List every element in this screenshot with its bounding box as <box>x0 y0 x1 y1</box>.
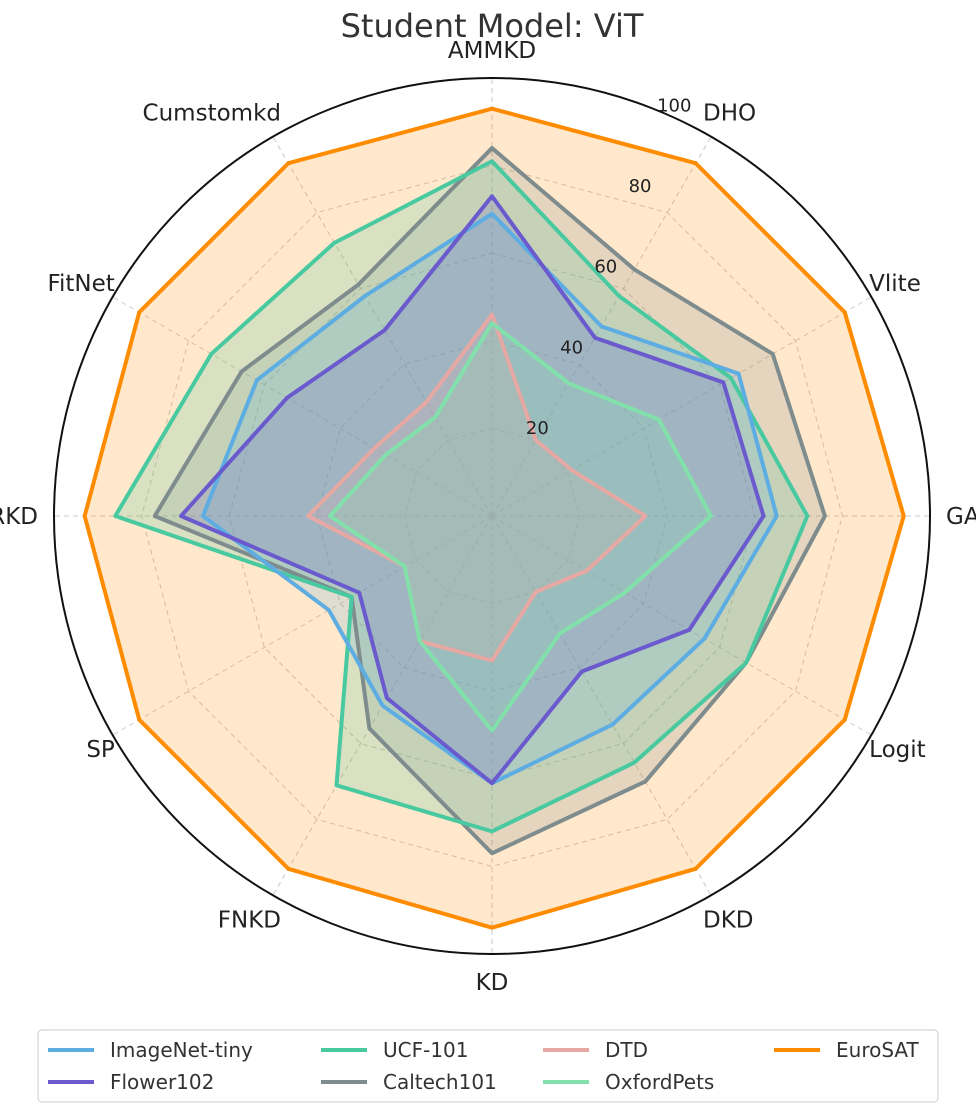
spoke-cumstomkd <box>272 136 493 517</box>
axis-label-logit: Logit <box>869 737 926 763</box>
spoke-fitnet <box>112 296 493 517</box>
r-tick-40: 40 <box>560 337 583 358</box>
legend-label-imagenet-tiny: ImageNet-tiny <box>110 1038 253 1062</box>
r-tick-20: 20 <box>526 418 549 439</box>
r-tick-60: 60 <box>594 257 617 278</box>
spoke-vlite <box>491 296 872 517</box>
axis-label-fitnet: FitNet <box>47 271 114 297</box>
series-line-caltech101 <box>152 146 827 856</box>
series-line-ucf-101 <box>113 159 810 834</box>
axis-label-ga: GA <box>946 504 976 530</box>
spoke-sp <box>112 515 493 736</box>
legend-label-dtd: DTD <box>605 1038 648 1062</box>
axis-label-dkd: DKD <box>703 908 754 934</box>
legend-label-ucf-101: UCF-101 <box>383 1038 469 1062</box>
axis-label-kd: KD <box>476 970 509 996</box>
grid <box>54 78 930 954</box>
series-fill-flower102 <box>181 196 764 784</box>
grid-ring-20 <box>403 427 581 605</box>
series-fill-dtd <box>308 314 646 661</box>
legend: ImageNet-tiny UCF-101 DTD EuroSAT Flower102 C… <box>37 1029 939 1103</box>
legend-label-flower102: Flower102 <box>110 1070 214 1094</box>
axis-label-dho: DHO <box>703 100 756 126</box>
axis-label-rkd: RKD <box>0 504 38 530</box>
outer-frame <box>53 77 931 955</box>
axis-label-cumstomkd: Cumstomkd <box>143 100 281 126</box>
series-fill-eurosat <box>84 108 904 928</box>
series-line-eurosat <box>82 106 906 930</box>
series-line-dtd <box>306 312 648 663</box>
spoke-logit <box>491 515 872 736</box>
grid-ring-80 <box>141 165 843 867</box>
axis-label-fnkd: FNKD <box>218 908 281 934</box>
axis-label-sp: SP <box>86 737 115 763</box>
legend-label-caltech101: Caltech101 <box>383 1070 497 1094</box>
legend-label-oxfordpets: OxfordPets <box>605 1070 714 1094</box>
axis-label-vlite: Vlite <box>869 271 921 297</box>
series-line-flower102 <box>179 194 766 786</box>
axis-label-ammkd: AMMKD <box>448 38 536 64</box>
axis-labels: AMMKD DHO Vlite GA Logit DKD KD FNKD SP RKD FitNet… <box>0 38 976 996</box>
series-fill-ucf-101 <box>115 161 808 832</box>
spoke-dkd <box>491 515 712 896</box>
chart-title: Student Model: ViT <box>341 7 644 45</box>
series-group <box>82 106 906 930</box>
r-tick-80: 80 <box>629 176 652 197</box>
radial-tick-labels: 20 40 60 80 100 <box>526 95 692 439</box>
legend-box <box>37 1029 939 1103</box>
series-line-oxfordpets <box>327 321 713 733</box>
r-tick-100: 100 <box>657 95 691 116</box>
legend-label-eurosat: EuroSAT <box>836 1038 920 1062</box>
outer-circle <box>53 77 931 955</box>
